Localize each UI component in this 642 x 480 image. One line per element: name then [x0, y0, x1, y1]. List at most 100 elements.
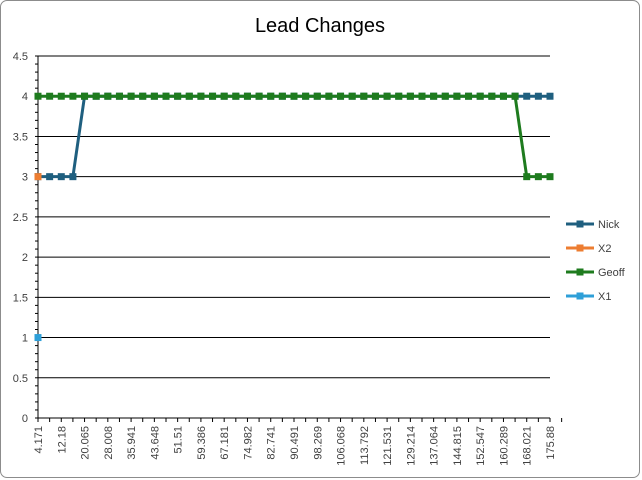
series-geoff-marker	[232, 92, 240, 100]
x-tick-label: 82.741	[266, 426, 278, 460]
series-geoff-marker	[511, 92, 519, 100]
y-tick-label: 0	[22, 413, 28, 425]
series-geoff-marker	[302, 92, 310, 100]
series-geoff-marker	[115, 92, 123, 100]
series-geoff-marker	[243, 92, 251, 100]
series-geoff-marker	[185, 92, 193, 100]
legend-nick-marker	[576, 220, 584, 228]
series-geoff-marker	[197, 92, 205, 100]
x-tick-label: 43.648	[149, 426, 161, 460]
series-geoff-marker	[220, 92, 228, 100]
gridlines	[38, 55, 550, 379]
x-tick-label: 129.214	[405, 426, 417, 466]
series-geoff-marker	[348, 92, 356, 100]
series-nick-marker	[69, 173, 77, 181]
series-geoff-marker	[465, 92, 473, 100]
series-geoff-marker	[337, 92, 345, 100]
series-nick-marker	[546, 92, 554, 100]
series-nick-marker	[46, 173, 54, 181]
series-geoff-marker	[371, 92, 379, 100]
x-tick-label: 90.491	[289, 426, 301, 460]
x-tick-label: 12.18	[56, 426, 68, 454]
series-geoff-marker	[46, 92, 54, 100]
series-nick-marker	[523, 92, 531, 100]
x-tick-label: 113.792	[359, 426, 371, 465]
legend-geoff-label: Geoff	[598, 267, 626, 279]
series-geoff-marker	[69, 92, 77, 100]
series-geoff-marker	[209, 92, 217, 100]
y-tick-label: 0.5	[13, 373, 28, 385]
legend-x2-label: X2	[598, 243, 611, 255]
series-geoff-marker	[546, 173, 554, 181]
y-tick-label: 2.5	[13, 212, 28, 224]
series-geoff-marker	[488, 92, 496, 100]
series-geoff-marker	[395, 92, 403, 100]
x-tick-label: 20.065	[80, 426, 92, 460]
x-tick-label: 168.021	[522, 426, 534, 466]
series-geoff-marker	[383, 92, 391, 100]
series-geoff-marker	[430, 92, 438, 100]
series-geoff-marker	[313, 92, 321, 100]
x-tick-label: 98.269	[312, 426, 324, 460]
y-tick-label: 2	[22, 252, 28, 264]
series-geoff-marker	[92, 92, 100, 100]
x-tick-label: 137.064	[429, 426, 441, 466]
y-tick-label: 1	[22, 333, 28, 345]
x-tick-label: 106.068	[336, 426, 348, 466]
series-geoff-marker	[139, 92, 147, 100]
series-geoff-marker	[476, 92, 484, 100]
series-geoff-marker	[453, 92, 461, 100]
x-tick-label: 35.941	[126, 426, 138, 460]
legend-geoff-marker	[576, 268, 584, 276]
series-geoff-marker	[34, 92, 42, 100]
x-tick-label: 4.171	[33, 426, 45, 454]
x-tick-label: 28.008	[103, 426, 115, 460]
series-geoff-marker	[534, 173, 542, 181]
series-geoff-marker	[278, 92, 286, 100]
series-group	[34, 92, 554, 342]
series-geoff-marker	[406, 92, 414, 100]
y-tick-label: 4	[22, 91, 28, 103]
series-geoff-marker	[360, 92, 368, 100]
x-tick-label: 175.88	[545, 426, 557, 460]
legend-x1-label: X1	[598, 291, 611, 303]
series-geoff-marker	[255, 92, 263, 100]
y-tick-label: 3	[22, 172, 28, 184]
x-tick-label: 144.815	[452, 426, 464, 466]
series-geoff-marker	[104, 92, 112, 100]
series-geoff-marker	[127, 92, 135, 100]
legend-x1-marker	[576, 292, 584, 300]
x-tick-label: 121.531	[382, 426, 394, 466]
series-x2-marker	[34, 173, 42, 181]
legend-nick-label: Nick	[598, 219, 620, 231]
series-x1-marker	[34, 334, 42, 342]
series-geoff-marker	[57, 92, 65, 100]
series-geoff-marker	[523, 173, 531, 181]
series-geoff-marker	[418, 92, 426, 100]
series-geoff-marker	[174, 92, 182, 100]
x-tick-label: 160.289	[498, 426, 510, 466]
legend: Nick X2 Geoff X1	[566, 219, 626, 303]
series-nick-marker	[534, 92, 542, 100]
series-geoff-marker	[162, 92, 170, 100]
series-geoff-marker	[499, 92, 507, 100]
y-tick-label: 3.5	[13, 131, 28, 143]
series-nick-marker	[57, 173, 65, 181]
x-tick-label: 51.51	[173, 426, 185, 454]
axes: 0 0.5 1 1.5 2 2.5 3 3.5 4 4.5 4.171 12.18 20.065 28.0…	[13, 51, 563, 466]
series-geoff-marker	[81, 92, 89, 100]
x-tick-label: 67.181	[219, 426, 231, 460]
series-geoff-marker	[267, 92, 275, 100]
legend-x2-marker	[576, 244, 584, 252]
x-tick-label: 74.982	[242, 426, 254, 460]
chart-title: Lead Changes	[255, 15, 385, 37]
series-geoff-marker	[441, 92, 449, 100]
series-geoff-marker	[150, 92, 158, 100]
y-tick-label: 1.5	[13, 292, 28, 304]
series-geoff-marker	[325, 92, 333, 100]
x-tick-label: 59.386	[196, 426, 208, 460]
y-tick-label: 4.5	[13, 51, 28, 63]
x-tick-label: 152.547	[475, 426, 487, 466]
